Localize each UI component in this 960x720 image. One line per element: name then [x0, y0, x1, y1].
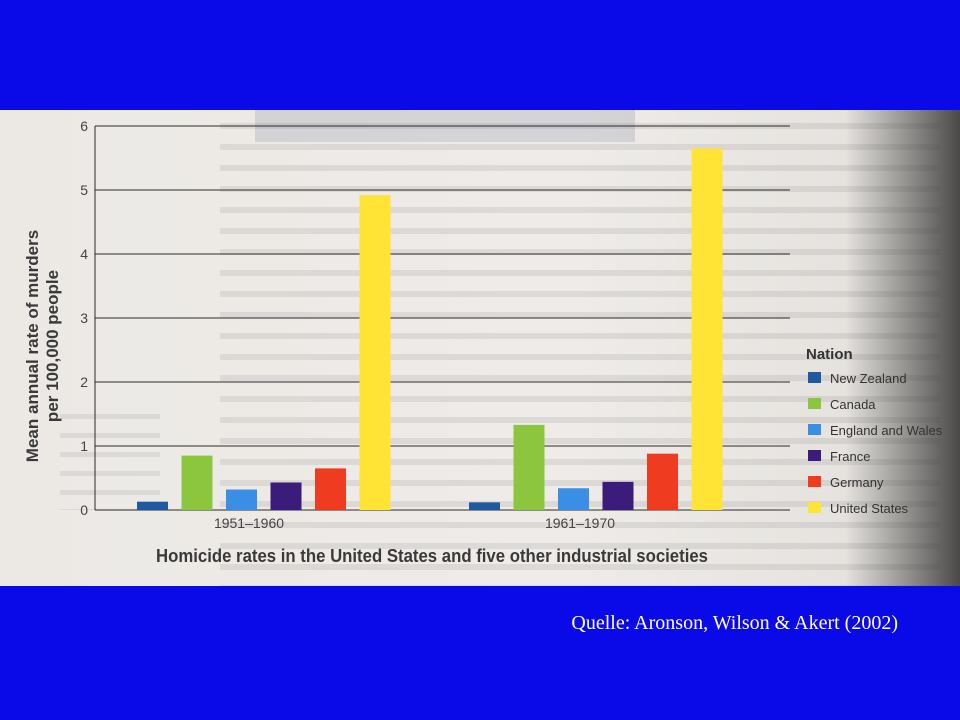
y-tick-labels: 0 1 2 3 4 5 6	[80, 118, 88, 518]
x-category-label: 1951–1960	[214, 515, 284, 531]
bar-new-zealand-1	[137, 501, 168, 510]
bar-united-states-1	[359, 195, 391, 510]
legend-swatch	[808, 398, 821, 409]
legend-swatch	[808, 424, 821, 435]
legend: Nation New Zealand Canada England and Wale…	[806, 346, 943, 516]
bar-germany-1	[315, 468, 346, 510]
bars	[137, 148, 723, 510]
y-tick-label: 1	[80, 438, 88, 454]
bar-canada-2	[513, 424, 545, 510]
legend-label: United States	[830, 501, 909, 516]
legend-label: Canada	[830, 397, 876, 412]
y-tick-label: 4	[80, 246, 88, 262]
y-tick-label: 3	[80, 310, 88, 326]
bar-canada-1	[181, 455, 213, 510]
bar-united-states-2	[691, 148, 723, 510]
x-category-label: 1961–1970	[545, 515, 615, 531]
y-tick-label: 0	[80, 502, 88, 518]
bleed-through-sidebar	[60, 400, 160, 510]
legend-swatch	[808, 502, 821, 513]
legend-label: Germany	[830, 475, 884, 490]
homicide-bar-chart: 0 1 2 3 4 5 6 1951–1960 1961–1970 Mean annual r…	[23, 118, 943, 566]
legend-swatch	[808, 476, 821, 487]
legend-swatch	[808, 372, 821, 383]
y-axis-label-line-2: per 100,000 people	[43, 270, 62, 422]
chart-title: Homicide rates in the United States and …	[156, 546, 708, 566]
y-axis-label-line-1: Mean annual rate of murders	[23, 230, 42, 462]
bar-germany-2	[647, 453, 678, 510]
bar-france-2	[602, 481, 634, 510]
bar-new-zealand-2	[469, 502, 500, 510]
x-category-labels: 1951–1960 1961–1970	[214, 515, 615, 531]
bar-england-and-wales-2	[558, 488, 589, 510]
y-tick-label: 5	[80, 182, 88, 198]
legend-swatch	[808, 450, 821, 461]
y-tick-label: 2	[80, 374, 88, 390]
legend-label: England and Wales	[830, 423, 943, 438]
bar-france-1	[270, 482, 302, 510]
legend-title: Nation	[806, 346, 853, 363]
bar-england-and-wales-1	[226, 489, 257, 510]
legend-label: France	[830, 449, 870, 464]
scanned-figure: 0 1 2 3 4 5 6 1951–1960 1961–1970 Mean annual r…	[0, 110, 960, 586]
source-caption: Quelle: Aronson, Wilson & Akert (2002)	[571, 612, 898, 634]
gridlines	[94, 125, 790, 511]
legend-label: New Zealand	[830, 371, 907, 386]
y-tick-label: 6	[80, 118, 88, 134]
